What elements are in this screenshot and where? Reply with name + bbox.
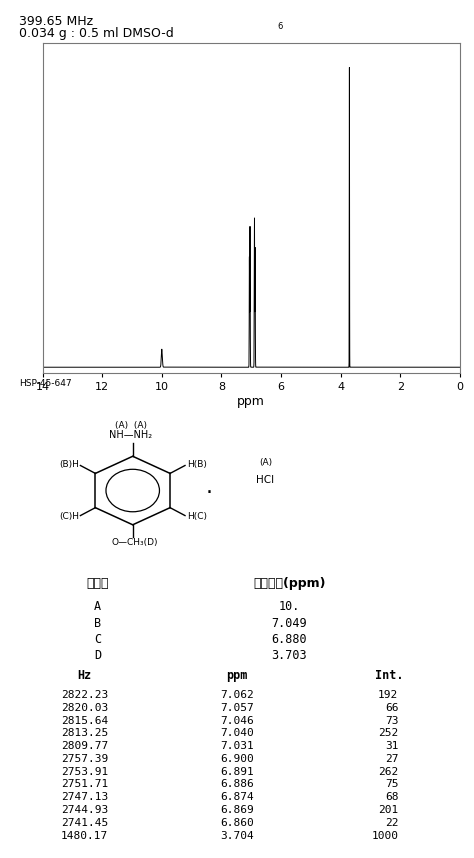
Text: (C)H: (C)H <box>59 511 79 521</box>
Text: ppm: ppm <box>226 669 248 682</box>
Text: C: C <box>94 632 101 646</box>
Text: 2813.25: 2813.25 <box>61 728 108 739</box>
Text: 201: 201 <box>378 805 398 815</box>
Text: H(C): H(C) <box>187 511 207 521</box>
Text: 399.65 MHz: 399.65 MHz <box>19 15 93 28</box>
Text: 7.046: 7.046 <box>220 716 254 726</box>
Text: 6.880: 6.880 <box>272 632 307 646</box>
Text: 7.049: 7.049 <box>272 617 307 630</box>
Text: 73: 73 <box>385 716 398 726</box>
Text: ·: · <box>206 483 212 503</box>
Text: A: A <box>94 601 101 613</box>
Text: 7.057: 7.057 <box>220 703 254 713</box>
Text: 6.860: 6.860 <box>220 818 254 828</box>
Text: 192: 192 <box>378 690 398 700</box>
Text: 6: 6 <box>277 22 283 31</box>
Text: (A): (A) <box>259 458 272 467</box>
Text: 2751.71: 2751.71 <box>61 779 108 789</box>
Text: 6.874: 6.874 <box>220 792 254 802</box>
Text: 262: 262 <box>378 767 398 776</box>
Text: Hz: Hz <box>77 669 91 682</box>
Text: (B)H: (B)H <box>59 461 79 469</box>
Text: 2809.77: 2809.77 <box>61 741 108 752</box>
Text: 6.900: 6.900 <box>220 754 254 764</box>
Text: 2815.64: 2815.64 <box>61 716 108 726</box>
Text: (A)  (A): (A) (A) <box>115 420 147 430</box>
Text: 22: 22 <box>385 818 398 828</box>
Text: 0.034 g : 0.5 ml DMSO-d: 0.034 g : 0.5 ml DMSO-d <box>19 27 173 40</box>
Text: 2741.45: 2741.45 <box>61 818 108 828</box>
Text: 3.704: 3.704 <box>220 831 254 841</box>
Text: 6.886: 6.886 <box>220 779 254 789</box>
Text: 1480.17: 1480.17 <box>61 831 108 841</box>
Text: 7.062: 7.062 <box>220 690 254 700</box>
Text: 化学位移(ppm): 化学位移(ppm) <box>253 577 326 590</box>
Text: HSP-45-647: HSP-45-647 <box>19 379 72 388</box>
Text: NH—NH₂: NH—NH₂ <box>109 430 153 440</box>
Text: 66: 66 <box>385 703 398 713</box>
Text: 10.: 10. <box>279 601 300 613</box>
X-axis label: ppm: ppm <box>237 395 265 408</box>
Text: O—CH₃(D): O—CH₃(D) <box>111 538 158 547</box>
Text: 7.031: 7.031 <box>220 741 254 752</box>
Text: 2820.03: 2820.03 <box>61 703 108 713</box>
Text: 3.703: 3.703 <box>272 649 307 662</box>
Text: 2747.13: 2747.13 <box>61 792 108 802</box>
Text: HCl: HCl <box>256 475 274 485</box>
Text: 2757.39: 2757.39 <box>61 754 108 764</box>
Text: 252: 252 <box>378 728 398 739</box>
Text: 2822.23: 2822.23 <box>61 690 108 700</box>
Text: 6.869: 6.869 <box>220 805 254 815</box>
Text: 27: 27 <box>385 754 398 764</box>
Text: 2753.91: 2753.91 <box>61 767 108 776</box>
Text: 1000: 1000 <box>371 831 398 841</box>
Text: H(B): H(B) <box>187 461 207 469</box>
Text: 7.040: 7.040 <box>220 728 254 739</box>
Text: 6.891: 6.891 <box>220 767 254 776</box>
Text: 标记氢: 标记氢 <box>86 577 109 590</box>
Text: Int.: Int. <box>375 669 404 682</box>
Text: 2744.93: 2744.93 <box>61 805 108 815</box>
Text: D: D <box>94 649 101 662</box>
Text: 75: 75 <box>385 779 398 789</box>
Text: 31: 31 <box>385 741 398 752</box>
Text: 68: 68 <box>385 792 398 802</box>
Text: B: B <box>94 617 101 630</box>
